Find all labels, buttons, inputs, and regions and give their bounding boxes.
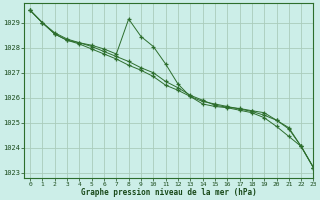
X-axis label: Graphe pression niveau de la mer (hPa): Graphe pression niveau de la mer (hPa) xyxy=(81,188,257,197)
